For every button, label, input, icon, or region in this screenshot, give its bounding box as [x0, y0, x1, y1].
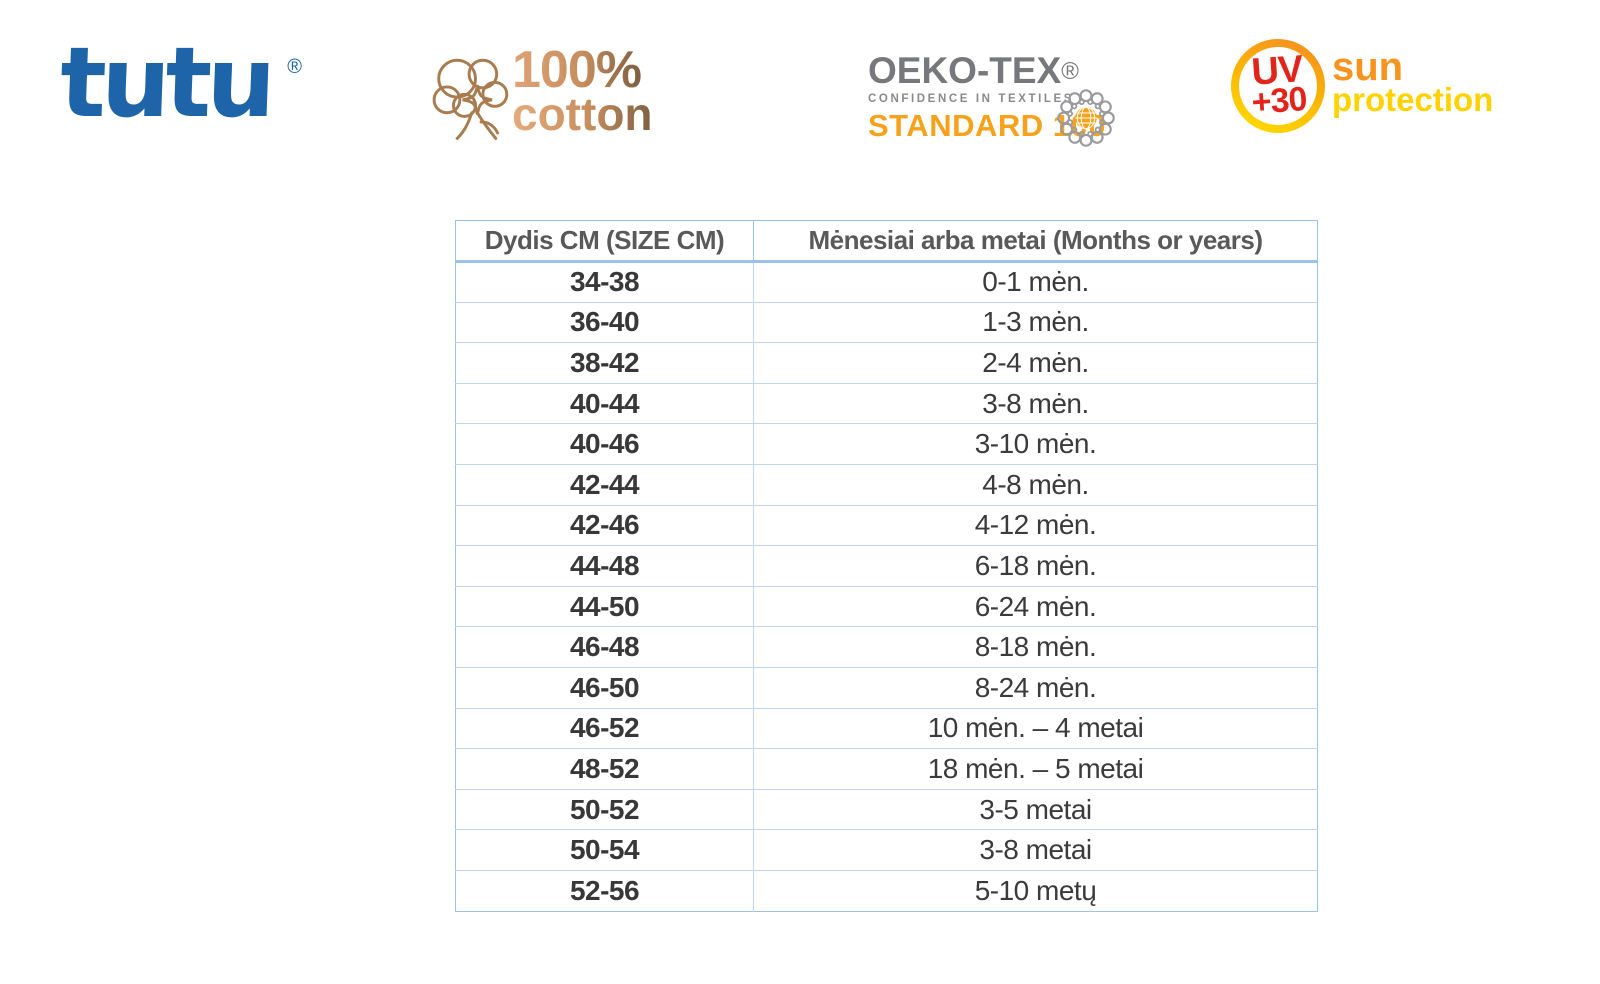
uv-factor-text: +30	[1250, 80, 1308, 122]
size-cell: 36-40	[455, 301, 754, 343]
table-row: 38-42 2-4 mėn.	[455, 342, 1318, 384]
age-cell: 4-12 mėn.	[753, 504, 1318, 546]
oeko-tex-logo: OEKO-TEX® CONFIDENCE IN TEXTILES STANDAR…	[868, 52, 1118, 147]
cotton-word-text: cotton	[512, 88, 653, 140]
uv-ring-icon	[1231, 39, 1325, 133]
age-cell: 3-8 metai	[753, 829, 1318, 871]
table-row: 46-48 8-18 mėn.	[455, 626, 1318, 668]
size-cell: 42-46	[455, 504, 754, 546]
age-cell: 10 mėn. – 4 metai	[753, 707, 1318, 749]
oeko-tex-brand-text: OEKO-TEX	[868, 50, 1062, 91]
size-cell: 52-56	[455, 869, 754, 911]
size-cell: 44-50	[455, 585, 754, 627]
table-row: 42-46 4-12 mėn.	[455, 504, 1318, 546]
table-row: 50-52 3-5 metai	[455, 788, 1318, 830]
age-cell: 5-10 metų	[753, 869, 1318, 911]
size-cell: 40-46	[455, 423, 754, 465]
sun-text: sun	[1332, 45, 1404, 89]
table-row: 44-50 6-24 mėn.	[455, 585, 1318, 627]
protection-text: protection	[1332, 81, 1494, 118]
size-cell: 46-48	[455, 626, 754, 668]
registered-trademark-icon: ®	[1061, 58, 1079, 85]
oeko-tex-text-block: OEKO-TEX® CONFIDENCE IN TEXTILES STANDAR…	[868, 52, 1106, 144]
size-cell: 50-54	[455, 829, 754, 871]
size-cell: 38-42	[455, 342, 754, 384]
age-cell: 8-18 mėn.	[753, 626, 1318, 668]
age-cell: 3-5 metai	[753, 788, 1318, 830]
tutu-logo: tutu ®	[58, 26, 310, 148]
size-cell: 48-52	[455, 748, 754, 790]
oeko-tex-standard: STANDARD 100	[868, 108, 1106, 143]
uv-protection-logo: UV +30 sun protection	[1225, 33, 1493, 146]
cotton-logo-words: 100% cotton	[512, 41, 672, 140]
age-column-header: Mėnesiai arba metai (Months or years)	[753, 220, 1318, 263]
size-chart-table-container: Dydis CM (SIZE CM) Mėnesiai arba metai (…	[455, 220, 1318, 912]
table-row: 46-50 8-24 mėn.	[455, 666, 1318, 709]
size-column-header: Dydis CM (SIZE CM)	[455, 220, 754, 263]
sun-protection-text-block: sun protection	[1332, 45, 1494, 118]
oeko-tex-brand: OEKO-TEX®	[868, 52, 1079, 91]
cotton-logo: 100% cotton	[424, 41, 674, 151]
age-cell: 4-8 mėn.	[753, 463, 1318, 506]
age-cell: 3-10 mėn.	[753, 423, 1318, 465]
size-table-body: 34-38 0-1 mėn. 36-40 1-3 mėn. 38-42 2-4 mėn. 4…	[455, 261, 1318, 911]
age-cell: 18 mėn. – 5 metai	[753, 748, 1318, 790]
size-cell: 42-44	[455, 463, 754, 506]
age-cell: 2-4 mėn.	[753, 342, 1318, 384]
size-cell: 46-50	[455, 666, 754, 709]
age-cell: 8-24 mėn.	[753, 666, 1318, 709]
age-cell: 3-8 mėn.	[753, 382, 1318, 424]
table-row: 48-52 18 mėn. – 5 metai	[455, 748, 1318, 790]
table-row: 34-38 0-1 mėn.	[455, 261, 1318, 303]
oeko-tex-tagline: CONFIDENCE IN TEXTILES	[868, 93, 1075, 105]
size-cell: 34-38	[455, 261, 754, 303]
size-chart-table: Dydis CM (SIZE CM) Mėnesiai arba metai (…	[455, 220, 1318, 912]
size-cell: 44-48	[455, 545, 754, 587]
table-row: 40-44 3-8 mėn.	[455, 382, 1318, 424]
uv-factor-block: UV +30	[1225, 33, 1332, 140]
table-row: 42-44 4-8 mėn.	[455, 463, 1318, 506]
size-cell: 40-44	[455, 382, 754, 424]
table-row: 52-56 5-10 metų	[455, 869, 1318, 911]
table-row: 50-54 3-8 metai	[455, 829, 1318, 871]
size-cell: 46-52	[455, 707, 754, 749]
age-cell: 6-18 mėn.	[753, 545, 1318, 587]
age-cell: 6-24 mėn.	[753, 585, 1318, 627]
table-row: 44-48 6-18 mėn.	[455, 545, 1318, 587]
cotton-boll-icon	[432, 58, 509, 140]
registered-trademark-icon: ®	[287, 56, 302, 78]
age-cell: 0-1 mėn.	[753, 261, 1318, 303]
table-row: 40-46 3-10 mėn.	[455, 423, 1318, 465]
table-row: 36-40 1-3 mėn.	[455, 301, 1318, 343]
size-cell: 50-52	[455, 788, 754, 830]
oeko-tex-emblem-icon	[1057, 89, 1115, 147]
tutu-logo-text: tutu	[58, 26, 273, 139]
table-header-row: Dydis CM (SIZE CM) Mėnesiai arba metai (…	[455, 220, 1318, 263]
table-row: 46-52 10 mėn. – 4 metai	[455, 707, 1318, 749]
cotton-percent-text: 100%	[512, 41, 642, 99]
age-cell: 1-3 mėn.	[753, 301, 1318, 343]
